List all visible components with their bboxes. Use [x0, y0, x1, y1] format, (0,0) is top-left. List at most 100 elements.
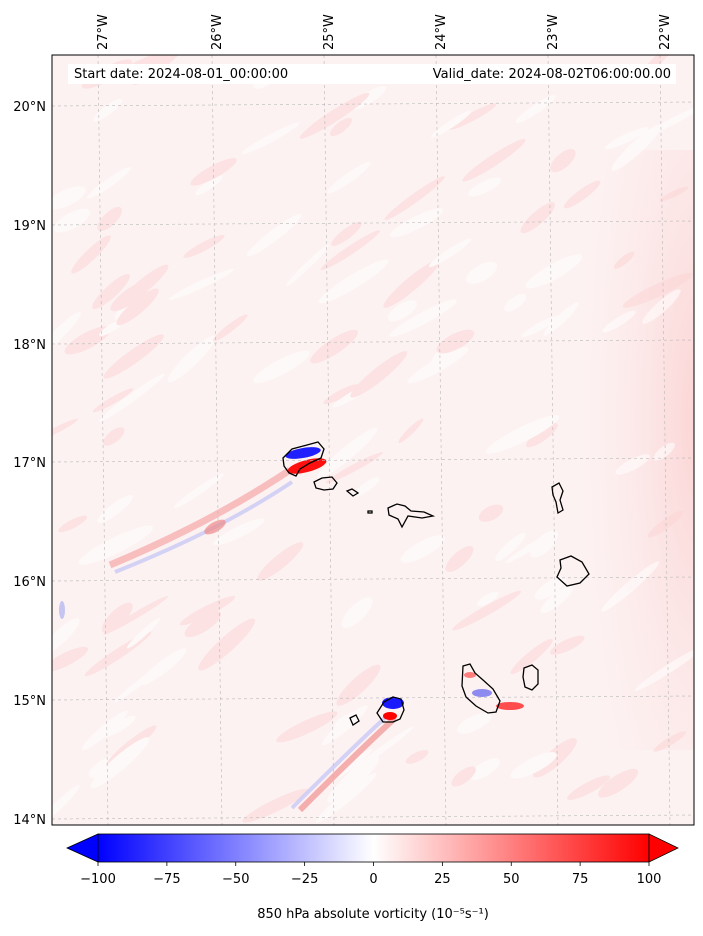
texture-streak — [563, 180, 601, 209]
texture-streak — [647, 510, 684, 538]
lat-tick-label: 18°N — [13, 338, 46, 353]
island-sao-nicolau — [387, 503, 436, 529]
texture-streak — [526, 423, 558, 448]
lat-tick-label: 14°N — [13, 813, 46, 828]
texture-streak — [58, 515, 88, 533]
island-santiago — [461, 663, 501, 714]
texture-streak — [97, 495, 133, 523]
texture-streak — [477, 591, 499, 607]
texture-streak — [116, 288, 159, 326]
texture-streak — [383, 260, 440, 308]
texture-streak — [184, 610, 222, 638]
texture-streak — [92, 388, 134, 413]
texture-streak — [212, 314, 248, 342]
texture-streak — [353, 477, 380, 497]
coastlines — [282, 441, 590, 726]
texture-streak — [390, 208, 444, 238]
texture-streak — [276, 711, 338, 743]
island-santo-antao — [282, 441, 325, 477]
texture-streak — [103, 427, 125, 446]
texture-streak — [405, 750, 429, 764]
island-brava — [349, 714, 360, 726]
dipole-blue-east — [472, 689, 492, 697]
texture-streak — [611, 124, 662, 171]
meridian-line — [659, 55, 671, 825]
dipole-blue-north — [285, 447, 321, 459]
texture-streak — [347, 726, 415, 775]
texture-streak — [431, 110, 472, 138]
texture-streak — [525, 254, 583, 289]
dipole-red-south — [383, 712, 397, 720]
texture-streak — [653, 442, 675, 461]
texture-streak — [318, 259, 389, 304]
texture-streak — [653, 731, 687, 752]
island-fogo — [376, 696, 405, 723]
texture-streak — [604, 127, 649, 150]
island-santa-luzia — [345, 488, 360, 497]
texture-streak — [466, 261, 498, 284]
texture-streak — [521, 316, 559, 337]
texture-streak — [98, 373, 165, 422]
texture-streak — [341, 597, 373, 628]
texture-streak — [320, 230, 380, 271]
texture-streak — [510, 638, 553, 675]
texture-streak — [659, 186, 689, 202]
texture-streak — [387, 300, 417, 322]
colorbar-tick-label: 50 — [503, 872, 520, 887]
texture-streak — [468, 177, 502, 197]
colorbar-extend-high — [648, 833, 679, 863]
texture-streak — [315, 773, 377, 823]
valid-date-label: Valid_date: 2024-08-02T06:00:00.00 — [433, 67, 671, 82]
texture-streak — [173, 473, 225, 509]
texture-streak — [299, 92, 370, 139]
texture-streak — [97, 206, 123, 232]
texture-streak — [567, 775, 611, 801]
longitude-labels: 27°W 26°W 25°W 24°W 23°W 22°W — [96, 14, 673, 50]
texture-streak — [168, 269, 234, 300]
texture-streak — [93, 99, 122, 122]
texture-streak — [486, 415, 560, 454]
texture-streak — [126, 617, 161, 649]
texture-streak — [534, 576, 566, 600]
gridlines — [52, 55, 694, 825]
start-date-label: Start date: 2024-08-01_00:00:00 — [74, 67, 288, 82]
texture-streak — [350, 351, 408, 398]
texture-streak — [52, 646, 89, 673]
texture-streak — [52, 418, 79, 443]
texture-streak — [52, 312, 81, 355]
island-raso — [367, 510, 373, 514]
texture-streak — [90, 737, 150, 789]
colorbar-tick-label: −75 — [153, 872, 180, 887]
texture-streak — [323, 384, 359, 405]
texture-streak — [119, 264, 169, 306]
colorbar-tick-label: −50 — [222, 872, 249, 887]
texture-streak — [242, 122, 300, 154]
texture-streak — [520, 202, 556, 234]
lon-tick-label: 26°W — [210, 14, 225, 50]
texture-streak — [602, 310, 636, 333]
texture-streak — [87, 167, 131, 199]
texture-streak — [167, 335, 216, 383]
wake-red-blob — [204, 519, 226, 535]
west-blue-patch — [59, 601, 65, 619]
texture-streak — [462, 138, 526, 182]
colorbar-tick-label: −25 — [291, 872, 318, 887]
lon-tick-label: 24°W — [434, 14, 449, 50]
texture-streak — [195, 175, 223, 196]
texture-streak — [452, 590, 522, 631]
texture-streak — [530, 530, 558, 558]
texture-streak — [448, 103, 497, 130]
texture-streak — [82, 710, 128, 751]
latitude-labels: 20°N 19°N 18°N 17°N 16°N 15°N 14°N — [13, 100, 46, 828]
texture-streak — [634, 647, 694, 691]
texture-streak — [407, 347, 469, 384]
texture-streak — [400, 535, 445, 563]
texture-streak — [336, 664, 381, 706]
colorbar-tick-label: 25 — [434, 872, 451, 887]
texture-streak — [615, 454, 651, 475]
parallel-line — [52, 695, 694, 701]
lat-tick-label: 17°N — [13, 456, 46, 471]
parallel-line — [52, 814, 694, 820]
lat-tick-label: 20°N — [13, 100, 46, 115]
meridian-line — [211, 55, 223, 825]
